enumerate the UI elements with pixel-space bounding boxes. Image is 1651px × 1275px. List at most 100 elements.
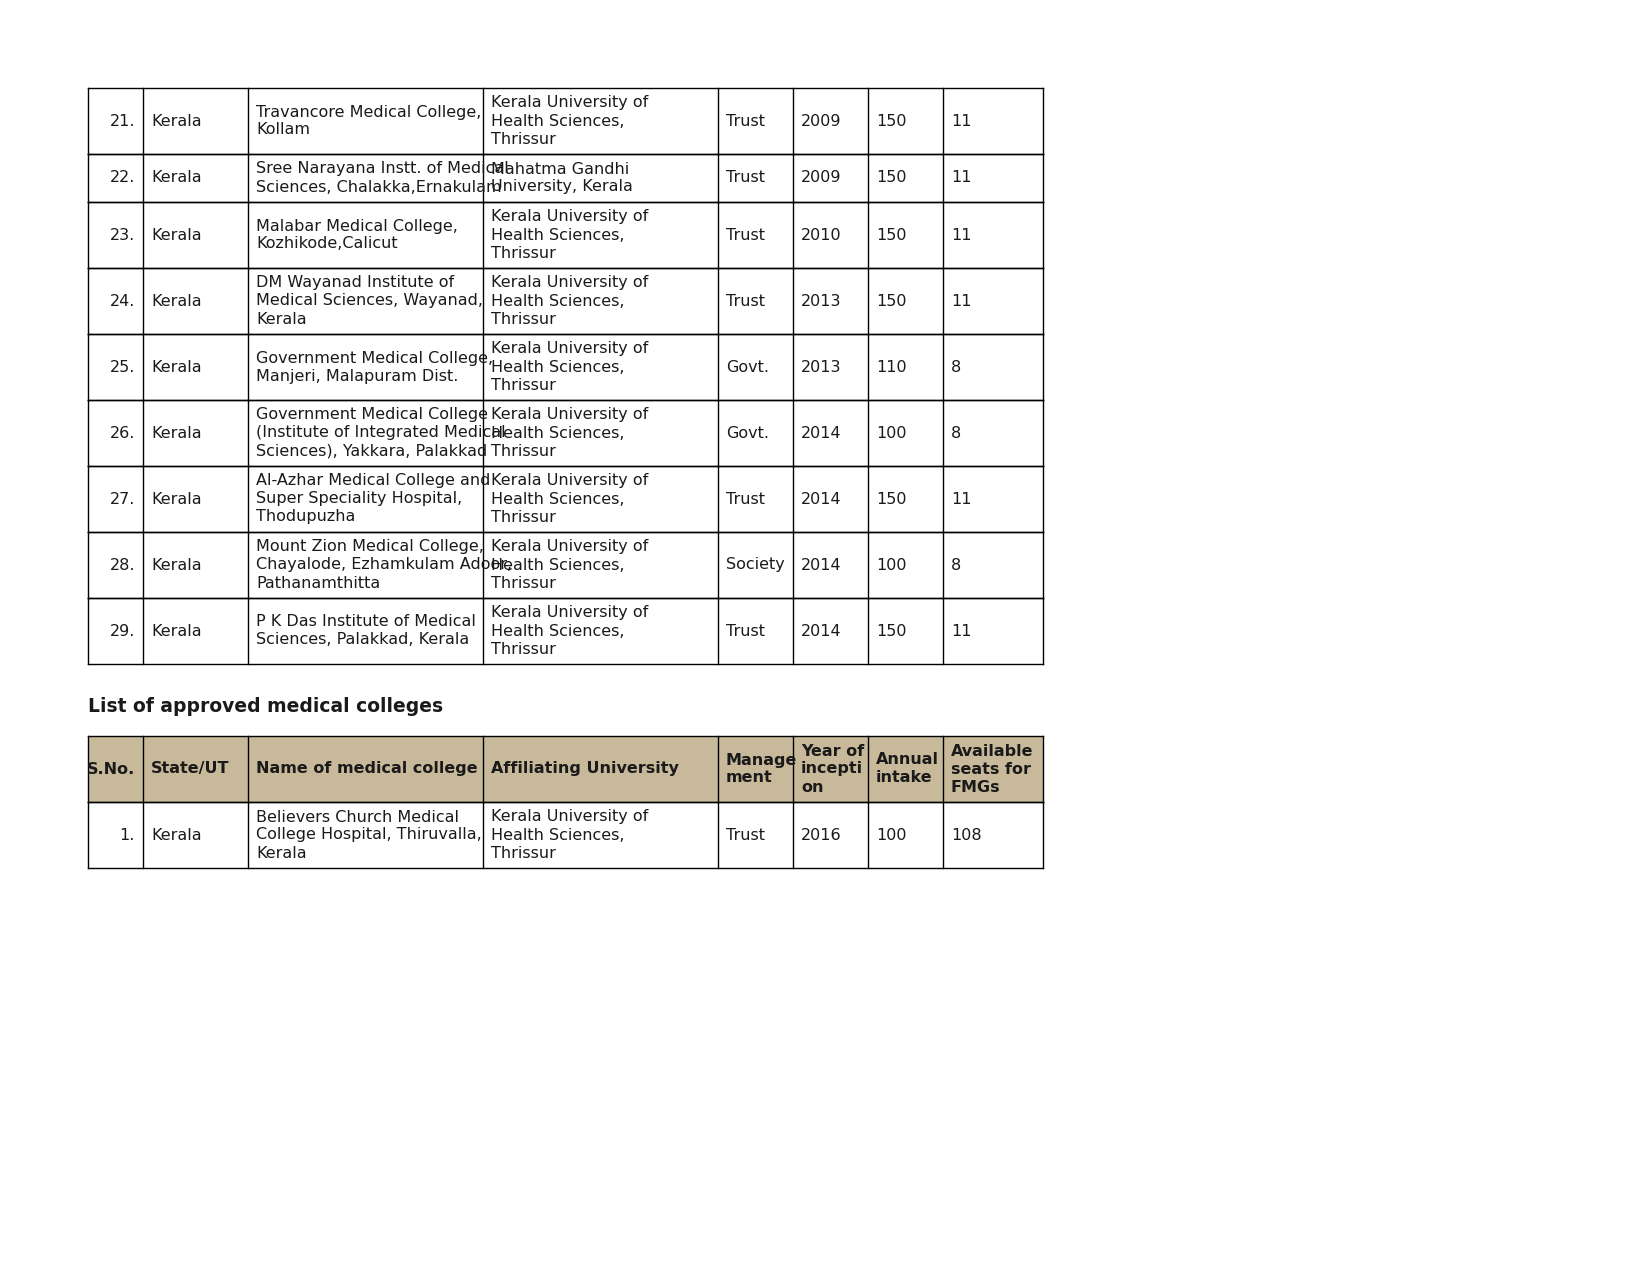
Text: Kerala University of: Kerala University of [490,606,649,621]
Text: DM Wayanad Institute of: DM Wayanad Institute of [256,275,454,291]
Text: 2013: 2013 [801,360,842,375]
Text: 100: 100 [877,827,906,843]
Text: Mount Zion Medical College,: Mount Zion Medical College, [256,539,484,555]
Text: 23.: 23. [109,227,135,242]
Text: 8: 8 [951,360,961,375]
Text: Malabar Medical College,: Malabar Medical College, [256,218,457,233]
Text: Super Speciality Hospital,: Super Speciality Hospital, [256,491,462,506]
Text: Kerala: Kerala [150,426,201,440]
Text: 28.: 28. [109,557,135,572]
Text: Chayalode, Ezhamkulam Adoor,: Chayalode, Ezhamkulam Adoor, [256,557,512,572]
Text: Trust: Trust [726,827,764,843]
Text: Trust: Trust [726,491,764,506]
Text: Govt.: Govt. [726,360,769,375]
Text: 8: 8 [951,557,961,572]
Text: 150: 150 [877,171,906,185]
Text: Sree Narayana Instt. of Medical: Sree Narayana Instt. of Medical [256,162,509,176]
Text: FMGs: FMGs [951,779,1001,794]
Text: 11: 11 [951,227,971,242]
Text: incepti: incepti [801,761,863,776]
Text: seats for: seats for [951,761,1030,776]
Text: 2014: 2014 [801,491,842,506]
Text: Health Sciences,: Health Sciences, [490,491,624,506]
Text: Al-Azhar Medical College and: Al-Azhar Medical College and [256,473,490,488]
Text: Affiliating University: Affiliating University [490,761,679,776]
Text: Kerala: Kerala [150,491,201,506]
Text: (Institute of Integrated Medical: (Institute of Integrated Medical [256,426,505,440]
Text: 27.: 27. [109,491,135,506]
Text: Sciences), Yakkara, Palakkad: Sciences), Yakkara, Palakkad [256,444,487,459]
Text: Sciences, Chalakka,Ernakulam: Sciences, Chalakka,Ernakulam [256,180,502,195]
Text: Kerala University of: Kerala University of [490,96,649,111]
Text: Thrissur: Thrissur [490,131,556,147]
Text: 11: 11 [951,113,971,129]
Text: P K Das Institute of Medical: P K Das Institute of Medical [256,615,475,630]
Text: Mahatma Gandhi: Mahatma Gandhi [490,162,629,176]
Text: Health Sciences,: Health Sciences, [490,827,624,843]
Text: 11: 11 [951,491,971,506]
Text: Sciences, Palakkad, Kerala: Sciences, Palakkad, Kerala [256,632,469,648]
Text: Kerala University of: Kerala University of [490,209,649,224]
Text: Trust: Trust [726,293,764,309]
Text: 100: 100 [877,426,906,440]
Text: 2014: 2014 [801,426,842,440]
Text: Thrissur: Thrissur [490,510,556,524]
Text: 11: 11 [951,623,971,639]
Text: Thrissur: Thrissur [490,444,556,459]
Text: Health Sciences,: Health Sciences, [490,360,624,375]
Text: Kerala: Kerala [150,557,201,572]
Text: 24.: 24. [109,293,135,309]
Text: 2009: 2009 [801,171,842,185]
Text: Kerala: Kerala [256,311,307,326]
Text: Kerala University of: Kerala University of [490,408,649,422]
Text: Society: Society [726,557,784,572]
Text: Kerala: Kerala [256,845,307,861]
Text: 2016: 2016 [801,827,842,843]
Text: Name of medical college: Name of medical college [256,761,477,776]
Text: Health Sciences,: Health Sciences, [490,293,624,309]
Text: Health Sciences,: Health Sciences, [490,557,624,572]
Text: Government Medical College,: Government Medical College, [256,351,494,366]
Text: 150: 150 [877,113,906,129]
Text: Thodupuzha: Thodupuzha [256,510,355,524]
Text: Thrissur: Thrissur [490,575,556,590]
Text: Kerala University of: Kerala University of [490,539,649,555]
Text: 11: 11 [951,171,971,185]
Text: 150: 150 [877,293,906,309]
Text: Kozhikode,Calicut: Kozhikode,Calicut [256,236,398,251]
Text: 2014: 2014 [801,557,842,572]
Text: 29.: 29. [109,623,135,639]
Text: 150: 150 [877,491,906,506]
Text: Health Sciences,: Health Sciences, [490,227,624,242]
Text: State/UT: State/UT [150,761,229,776]
Text: Thrissur: Thrissur [490,311,556,326]
Text: 11: 11 [951,293,971,309]
Text: List of approved medical colleges: List of approved medical colleges [88,696,442,715]
Text: on: on [801,779,824,794]
Text: Thrissur: Thrissur [490,641,556,657]
Bar [88,736,1043,802]
Text: Health Sciences,: Health Sciences, [490,426,624,440]
Text: 2010: 2010 [801,227,842,242]
Text: Manjeri, Malapuram Dist.: Manjeri, Malapuram Dist. [256,368,459,384]
Text: 26.: 26. [109,426,135,440]
Text: ment: ment [726,770,773,785]
Text: Trust: Trust [726,227,764,242]
Text: intake: intake [877,770,933,785]
Text: Kerala University of: Kerala University of [490,810,649,825]
Text: Kerala University of: Kerala University of [490,275,649,291]
Text: Manage: Manage [726,752,797,768]
Text: Kerala: Kerala [150,360,201,375]
Text: Trust: Trust [726,623,764,639]
Text: College Hospital, Thiruvalla,: College Hospital, Thiruvalla, [256,827,482,843]
Text: 150: 150 [877,623,906,639]
Text: 8: 8 [951,426,961,440]
Text: Health Sciences,: Health Sciences, [490,113,624,129]
Text: Believers Church Medical: Believers Church Medical [256,810,459,825]
Text: Medical Sciences, Wayanad,: Medical Sciences, Wayanad, [256,293,484,309]
Text: Kerala: Kerala [150,227,201,242]
Text: 21.: 21. [109,113,135,129]
Text: Health Sciences,: Health Sciences, [490,623,624,639]
Text: S.No.: S.No. [88,761,135,776]
Text: Kerala: Kerala [150,827,201,843]
